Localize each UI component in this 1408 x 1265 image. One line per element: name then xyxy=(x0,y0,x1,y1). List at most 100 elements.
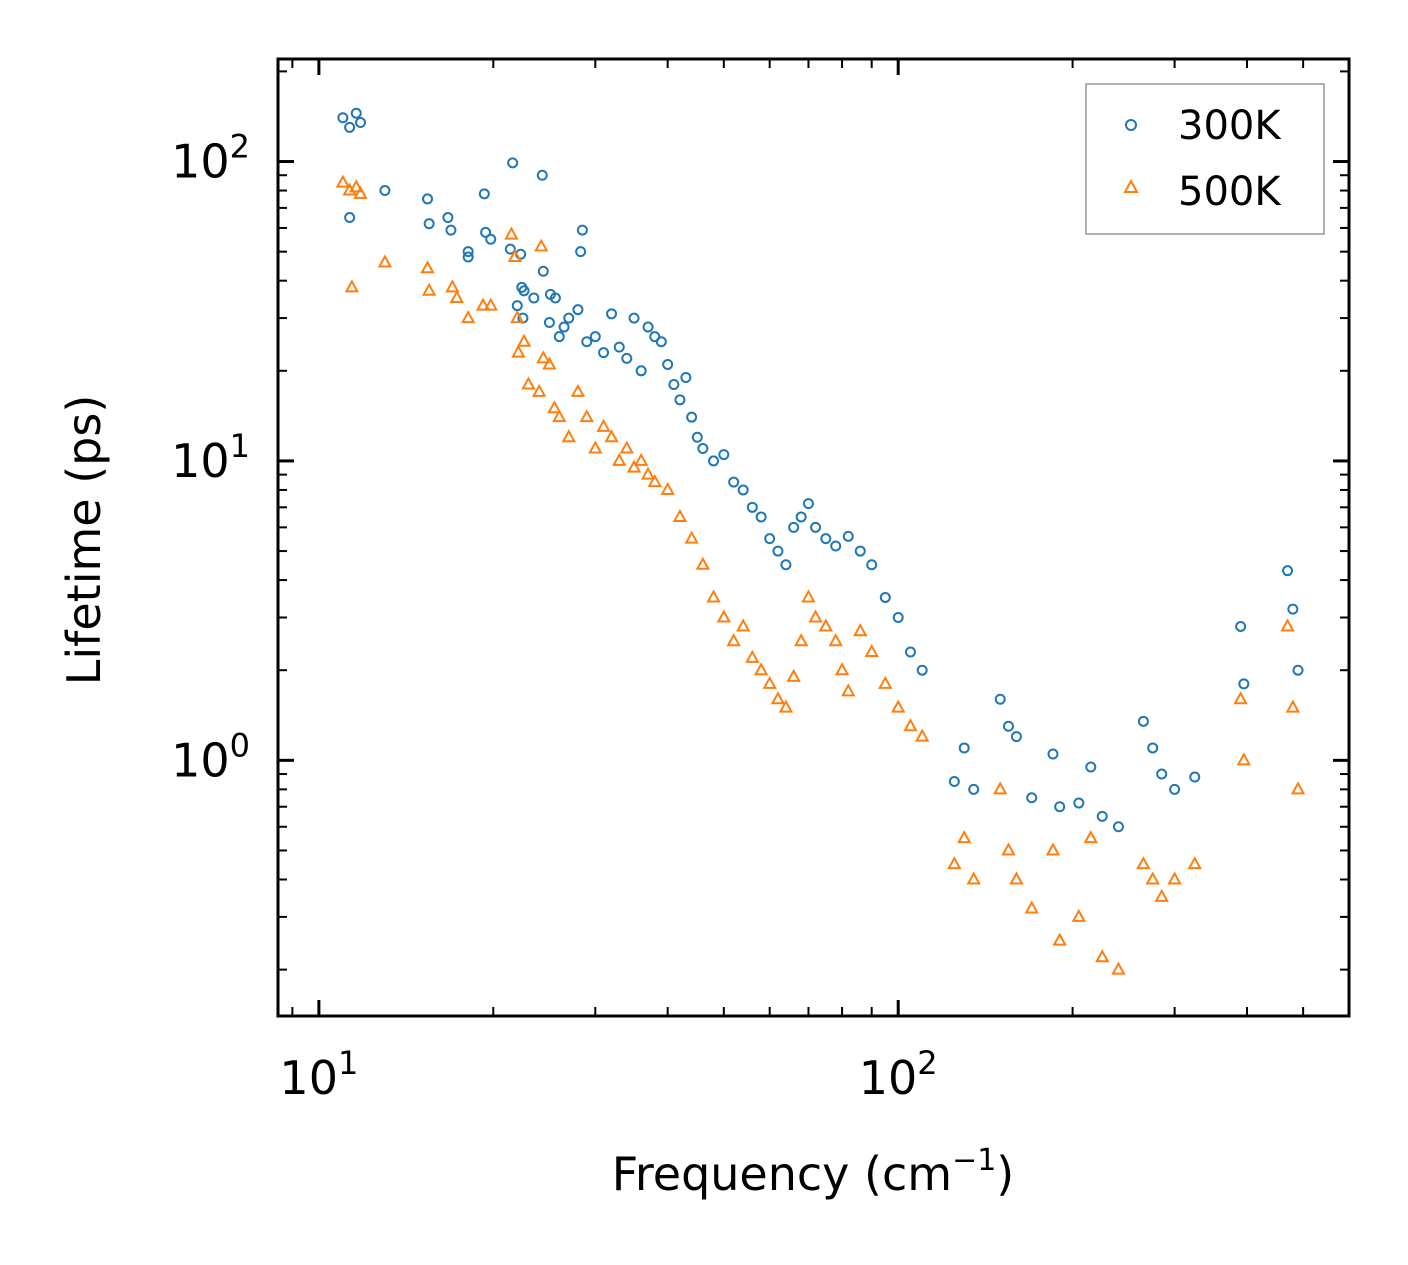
point-500K xyxy=(1111,961,1126,975)
point-500K xyxy=(745,649,760,663)
point-300K xyxy=(635,365,647,377)
legend-marker-300K xyxy=(1125,119,1137,131)
point-300K xyxy=(621,352,633,364)
point-300K xyxy=(589,331,601,343)
point-500K xyxy=(1187,856,1202,870)
point-300K xyxy=(598,347,610,359)
point-300K xyxy=(879,591,891,603)
point-300K xyxy=(572,304,584,316)
point-500K xyxy=(1233,691,1248,705)
point-500K xyxy=(801,589,816,603)
point-300K xyxy=(866,559,878,571)
point-300K xyxy=(422,193,434,205)
point-300K xyxy=(737,484,749,496)
point-500K xyxy=(353,185,368,199)
point-500K xyxy=(570,383,586,397)
point-500K xyxy=(878,675,893,689)
point-500K xyxy=(483,297,498,311)
point-500K xyxy=(420,260,435,274)
point-500K xyxy=(612,452,627,466)
series-300K xyxy=(337,107,1304,833)
point-500K xyxy=(786,668,801,682)
point-500K xyxy=(993,781,1008,795)
point-300K xyxy=(642,321,654,333)
point-500K xyxy=(808,609,823,623)
point-300K xyxy=(478,188,490,200)
point-500K xyxy=(1280,618,1295,632)
point-300K xyxy=(674,394,686,406)
point-500K xyxy=(1236,752,1252,766)
point-300K xyxy=(507,157,519,169)
point-300K xyxy=(1054,801,1066,813)
point-300K xyxy=(606,308,618,320)
point-300K xyxy=(628,312,640,324)
point-500K xyxy=(891,699,906,713)
point-300K xyxy=(563,312,575,324)
point-500K xyxy=(596,418,611,432)
point-300K xyxy=(1156,768,1168,780)
point-300K xyxy=(1112,821,1124,833)
point-500K xyxy=(619,440,634,454)
point-500K xyxy=(947,856,962,870)
point-300K xyxy=(1235,620,1247,632)
point-300K xyxy=(697,443,709,455)
point-300K xyxy=(708,455,720,467)
point-500K xyxy=(633,452,649,466)
y-tick-label: 101 xyxy=(171,427,250,488)
point-300K xyxy=(1096,810,1108,822)
tick-labels-layer: 101 102 100 101 102 xyxy=(171,128,938,1105)
point-300K xyxy=(576,224,588,236)
point-500K xyxy=(542,356,557,370)
points-layer xyxy=(335,107,1306,975)
point-500K xyxy=(735,618,751,632)
point-300K xyxy=(755,511,767,523)
point-300K xyxy=(528,292,540,304)
point-300K xyxy=(350,107,362,119)
y-tick-label: 102 xyxy=(171,128,250,189)
point-500K xyxy=(552,409,567,423)
legend-marker-500K xyxy=(1123,178,1139,193)
x-tick-label: 101 xyxy=(279,1044,358,1105)
point-300K xyxy=(536,169,548,181)
point-300K xyxy=(795,511,807,523)
point-300K xyxy=(1137,715,1149,727)
point-300K xyxy=(691,431,703,443)
point-500K xyxy=(547,400,562,414)
point-300K xyxy=(558,321,570,333)
point-500K xyxy=(445,279,460,293)
y-tick-label: 100 xyxy=(171,726,250,787)
point-300K xyxy=(655,336,667,348)
point-300K xyxy=(1085,761,1097,773)
point-500K xyxy=(762,675,777,689)
point-500K xyxy=(377,254,393,268)
point-300K xyxy=(553,331,565,343)
point-300K xyxy=(1010,731,1022,743)
point-500K xyxy=(1045,842,1061,856)
point-300K xyxy=(892,611,904,623)
point-300K xyxy=(549,292,561,304)
point-500K xyxy=(753,662,769,676)
point-300K xyxy=(1189,771,1201,783)
point-500K xyxy=(421,282,437,296)
series-500K xyxy=(335,174,1306,975)
point-300K xyxy=(543,316,555,328)
point-300K xyxy=(1169,783,1181,795)
point-300K xyxy=(485,233,497,245)
point-500K xyxy=(344,279,360,293)
point-300K xyxy=(948,775,960,787)
point-300K xyxy=(575,246,587,258)
point-300K xyxy=(686,411,698,423)
point-300K xyxy=(355,117,367,129)
legend-box xyxy=(1085,83,1325,235)
point-300K xyxy=(668,379,680,391)
x-tick-label: 102 xyxy=(859,1044,938,1105)
point-500K xyxy=(684,530,699,544)
point-300K xyxy=(830,540,842,552)
point-300K xyxy=(1292,664,1304,676)
point-300K xyxy=(504,243,516,255)
point-500K xyxy=(507,248,523,262)
point-500K xyxy=(1285,699,1301,713)
point-300K xyxy=(518,285,530,297)
point-500K xyxy=(1167,871,1182,885)
point-500K xyxy=(660,481,675,495)
